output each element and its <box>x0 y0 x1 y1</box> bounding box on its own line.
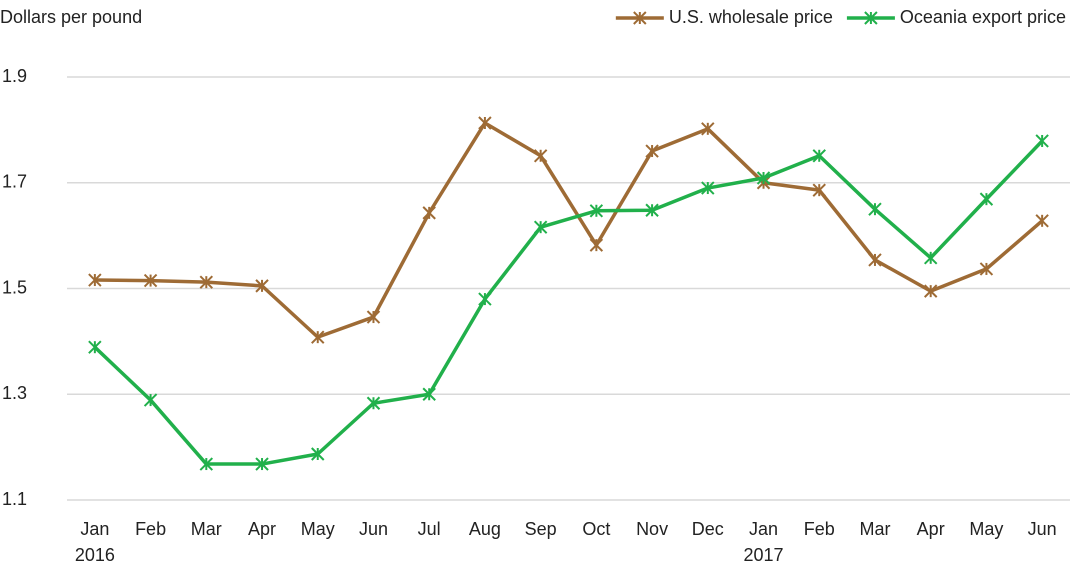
point-marker <box>701 122 715 136</box>
series-line <box>93 139 1044 466</box>
point-marker <box>533 149 548 163</box>
x-tick-label: Oct <box>582 519 610 539</box>
series-line <box>94 121 1044 339</box>
point-marker <box>255 279 269 293</box>
x-tick-label: Dec <box>692 519 724 539</box>
point-marker <box>923 284 938 298</box>
x-tick-label: Feb <box>804 519 835 539</box>
x-tick-label: Apr <box>917 519 945 539</box>
point-marker <box>533 220 548 234</box>
point-marker <box>143 393 158 407</box>
point-marker <box>255 457 269 471</box>
point-marker <box>311 447 325 461</box>
point-marker <box>422 206 436 220</box>
point-marker <box>589 238 604 252</box>
point-marker <box>422 387 436 401</box>
point-marker <box>366 310 381 324</box>
point-marker <box>88 273 102 287</box>
point-marker <box>478 292 492 306</box>
x-tick-label: Jan <box>749 519 778 539</box>
point-marker <box>199 275 214 289</box>
legend-marker <box>633 11 647 25</box>
point-marker <box>1035 134 1049 148</box>
x-tick-label: May <box>301 519 335 539</box>
x-tick-label: Feb <box>135 519 166 539</box>
point-marker <box>701 181 715 195</box>
legend-label: U.S. wholesale price <box>669 7 833 27</box>
point-marker <box>979 262 994 276</box>
point-marker <box>812 183 826 197</box>
point-marker <box>923 251 938 265</box>
x-tick-label: Aug <box>469 519 501 539</box>
x-tick-label: Mar <box>191 519 222 539</box>
point-marker <box>143 273 158 288</box>
x-tick-label: Jul <box>418 519 441 539</box>
point-marker <box>645 203 659 217</box>
point-marker <box>868 253 882 267</box>
x-tick-label: Jun <box>1028 519 1057 539</box>
point-marker <box>645 144 659 158</box>
x-tick-label: Nov <box>636 519 668 539</box>
y-tick-label: 1.3 <box>2 383 27 403</box>
point-marker <box>1035 214 1049 228</box>
y-tick-label: 1.9 <box>2 66 27 86</box>
x-tick-label: May <box>969 519 1003 539</box>
point-marker <box>311 330 325 344</box>
x-group-label: 2017 <box>744 545 784 565</box>
point-marker <box>88 340 102 354</box>
x-tick-label: Mar <box>859 519 890 539</box>
x-tick-label: Jun <box>359 519 388 539</box>
y-tick-label: 1.7 <box>2 172 27 192</box>
x-tick-label: Sep <box>525 519 557 539</box>
x-tick-label: Apr <box>248 519 276 539</box>
point-marker <box>366 396 381 410</box>
point-marker <box>979 192 994 206</box>
point-marker <box>868 202 882 216</box>
legend-marker <box>864 11 878 25</box>
y-tick-label: 1.1 <box>2 489 27 509</box>
x-group-label: 2016 <box>75 545 115 565</box>
legend-label: Oceania export price <box>900 7 1066 27</box>
y-tick-label: 1.5 <box>2 277 27 297</box>
point-marker <box>199 457 214 471</box>
point-marker <box>812 149 826 163</box>
x-tick-label: Jan <box>80 519 109 539</box>
point-marker <box>589 204 604 218</box>
point-marker <box>478 116 492 130</box>
point-marker <box>756 171 771 185</box>
y-axis-label: Dollars per pound <box>0 7 142 27</box>
